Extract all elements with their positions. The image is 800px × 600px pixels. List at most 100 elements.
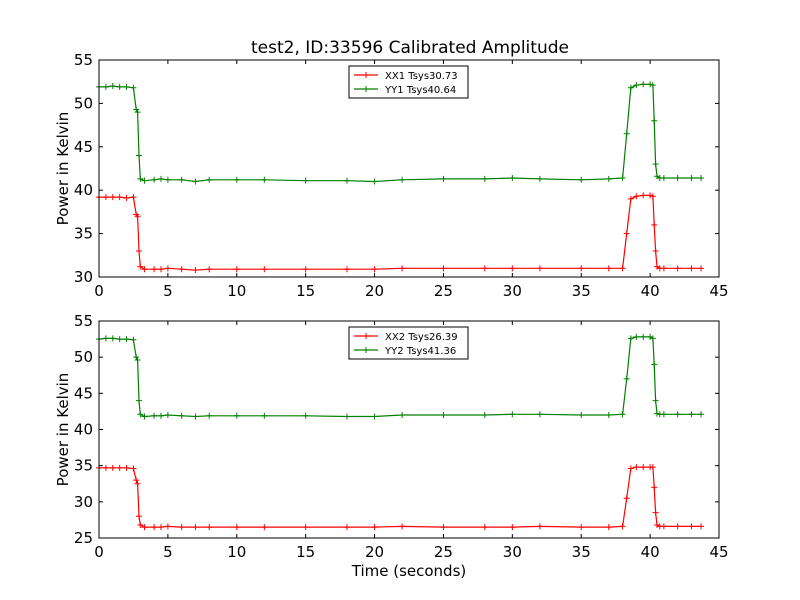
data-point [102, 335, 109, 342]
data-point [509, 265, 516, 272]
data-point [123, 336, 130, 343]
data-point [102, 194, 109, 201]
data-point [660, 523, 667, 530]
data-point [134, 480, 141, 487]
data-point [536, 175, 543, 182]
data-point [192, 178, 199, 185]
data-point [399, 176, 406, 183]
data-point [640, 333, 647, 340]
x-tick-label: 25 [434, 543, 453, 561]
data-point [605, 412, 612, 419]
data-point [627, 195, 634, 202]
data-point [619, 175, 626, 182]
data-point [578, 265, 585, 272]
x-tick-label: 5 [163, 282, 173, 300]
x-tick-label: 15 [296, 282, 315, 300]
x-tick-label: 35 [572, 543, 591, 561]
data-point [133, 106, 140, 113]
data-point [134, 357, 141, 364]
legend-marker [363, 333, 369, 339]
y-tick-label: 40 [74, 181, 93, 199]
data-point [178, 176, 185, 183]
data-point [164, 176, 171, 183]
data-point [481, 524, 488, 531]
data-point [164, 412, 171, 419]
data-point [660, 411, 667, 418]
data-point [605, 265, 612, 272]
data-point [109, 194, 116, 201]
data-point [627, 335, 634, 342]
x-tick-label: 40 [641, 282, 660, 300]
data-point [302, 266, 309, 273]
legend-entry: XX2 Tsys26.39 [385, 332, 458, 343]
series-yy1 [96, 81, 705, 185]
data-point [178, 412, 185, 419]
data-point [206, 412, 213, 419]
data-point [261, 412, 268, 419]
data-point [206, 176, 213, 183]
data-point [633, 193, 640, 200]
data-point [261, 176, 268, 183]
x-tick-label: 45 [709, 282, 728, 300]
data-point [578, 412, 585, 419]
series-line [99, 83, 702, 183]
data-point [344, 177, 350, 184]
data-point [440, 265, 447, 272]
legend-entry: XX1 Tsys30.73 [385, 71, 458, 82]
data-point [302, 524, 309, 531]
x-tick-label: 0 [94, 282, 104, 300]
data-point [130, 84, 137, 91]
data-point [116, 336, 123, 343]
data-point [688, 523, 695, 530]
data-point [116, 194, 123, 201]
y-tick-label: 45 [74, 384, 93, 402]
data-point [649, 335, 656, 342]
data-point [158, 412, 164, 419]
data-point [192, 524, 199, 531]
data-point [651, 117, 658, 124]
data-point [399, 265, 406, 272]
data-point [399, 523, 406, 530]
data-point [627, 465, 634, 472]
data-point [619, 265, 626, 272]
data-point [137, 521, 144, 528]
data-point [633, 333, 640, 340]
data-point [698, 265, 705, 272]
x-tick-label: 10 [227, 543, 246, 561]
data-point [302, 177, 309, 184]
data-point [509, 524, 516, 531]
data-point [371, 413, 378, 420]
legend-marker [363, 72, 369, 78]
data-point [688, 175, 695, 182]
data-point [674, 411, 681, 418]
data-point [123, 83, 130, 90]
data-point [178, 524, 185, 531]
y-tick-label: 35 [74, 225, 93, 243]
y-axis-label: Power in Kelvin [54, 373, 72, 487]
data-point [192, 267, 199, 274]
x-tick-label: 20 [365, 282, 384, 300]
data-point [578, 524, 585, 531]
data-point [399, 412, 406, 419]
data-point [344, 524, 350, 531]
data-point [133, 477, 140, 484]
data-point [206, 266, 213, 273]
legend-marker [363, 86, 369, 92]
y-tick-label: 30 [74, 493, 93, 511]
y-tick-label: 25 [74, 529, 93, 547]
y-tick-label: 40 [74, 421, 93, 439]
data-point [371, 178, 378, 185]
legend-entry: YY2 Tsys41.36 [384, 346, 456, 357]
data-point [158, 175, 164, 182]
y-tick-label: 50 [74, 94, 93, 112]
data-point [623, 375, 630, 382]
data-point [647, 192, 654, 199]
data-point [481, 265, 488, 272]
data-point [674, 523, 681, 530]
data-point [344, 413, 350, 420]
data-point [123, 464, 130, 471]
x-tick-label: 5 [163, 543, 173, 561]
data-point [623, 495, 630, 502]
